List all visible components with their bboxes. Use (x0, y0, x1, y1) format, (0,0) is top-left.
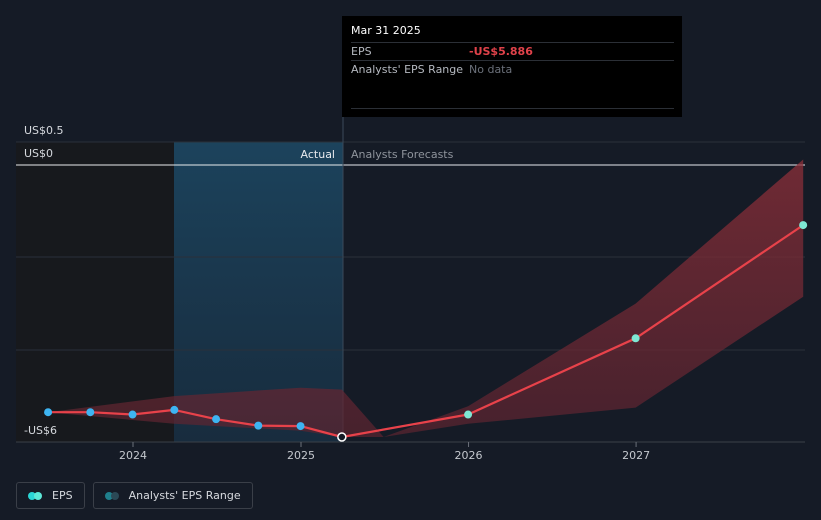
x-axis-ticks: 2024 2025 2026 2027 (119, 442, 650, 462)
tooltip-range-value: No data (469, 63, 513, 76)
x-tick-label: 2026 (455, 449, 483, 462)
eps-range-band (48, 159, 804, 437)
tooltip-range-row: Analysts' EPS Range No data (351, 60, 674, 78)
eps-point-current[interactable] (337, 432, 347, 442)
x-tick-label: 2025 (287, 449, 315, 462)
y-label-top: US$0.5 (24, 124, 64, 137)
eps-swatch-icon (28, 491, 44, 500)
eps-forecast-point[interactable] (631, 334, 640, 343)
actual-label: Actual (301, 148, 335, 161)
tooltip: Mar 31 2025 EPS -US$5.886 Analysts' EPS … (342, 16, 682, 117)
eps-point[interactable] (254, 421, 263, 430)
y-label-bottom: -US$6 (24, 424, 57, 437)
x-tick-label: 2024 (119, 449, 147, 462)
tooltip-eps-row: EPS -US$5.886 (351, 42, 674, 60)
legend-eps[interactable]: EPS (16, 482, 85, 509)
x-tick-label: 2027 (622, 449, 650, 462)
legend: EPS Analysts' EPS Range (16, 482, 253, 509)
past-region (16, 142, 174, 442)
y-label-zero: US$0 (24, 147, 53, 160)
eps-line (48, 408, 343, 439)
eps-point[interactable] (170, 405, 179, 414)
eps-point[interactable] (86, 408, 95, 417)
eps-point[interactable] (44, 408, 53, 417)
forecast-label: Analysts Forecasts (351, 148, 454, 161)
legend-eps-range-label: Analysts' EPS Range (128, 489, 241, 502)
eps-point[interactable] (212, 415, 221, 424)
eps-forecast-point[interactable] (464, 410, 473, 419)
tooltip-divider (351, 108, 674, 109)
eps-forecast-point[interactable] (799, 221, 808, 230)
tooltip-eps-value: -US$5.886 (469, 45, 533, 58)
eps-range-swatch-icon (104, 491, 121, 500)
tooltip-range-label: Analysts' EPS Range (351, 63, 464, 76)
tooltip-date: Mar 31 2025 (351, 24, 421, 37)
eps-markers (44, 221, 808, 442)
eps-point[interactable] (128, 410, 137, 419)
eps-point[interactable] (296, 422, 305, 431)
legend-eps-range[interactable]: Analysts' EPS Range (92, 482, 253, 509)
tooltip-eps-label: EPS (351, 45, 372, 58)
eps-forecast-line (341, 224, 804, 439)
legend-eps-label: EPS (52, 489, 73, 502)
